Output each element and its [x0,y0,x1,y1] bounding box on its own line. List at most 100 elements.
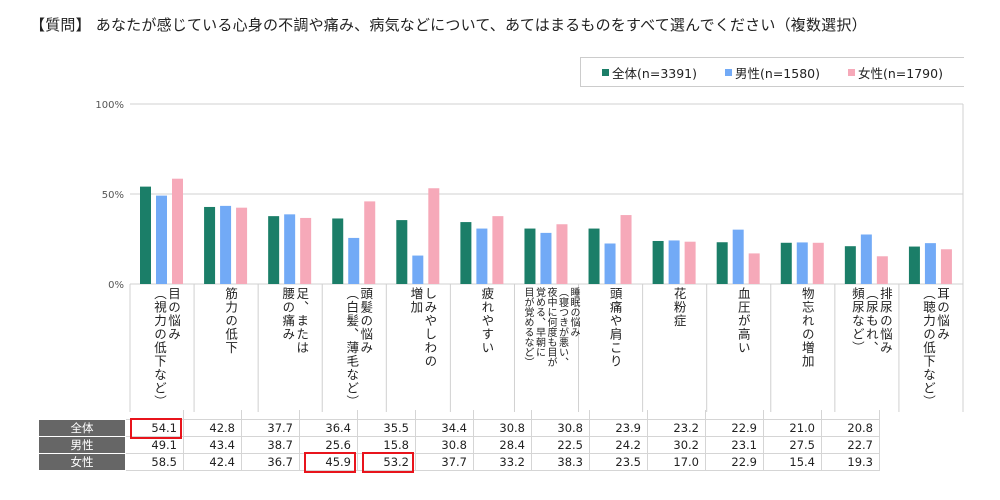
bar-男性-5 [476,228,488,284]
highlight-box [129,417,182,439]
category-label: しみやしわの 増加 [408,287,438,368]
row-header: 全体 [38,419,126,437]
table-cell: 24.2 [589,436,648,454]
bar-男性-6 [540,232,552,284]
table-cell: 19.3 [821,453,880,471]
bar-男性-4 [412,255,424,284]
category-label: 耳の悩み （聴力の低下など） [920,287,950,409]
legend-label: 全体(n=3391) [612,65,698,81]
data-table: 全体 54.1 42.8 37.7 36.4 35.5 34.4 30.8 30.8 23.9 23… [38,410,880,471]
bar-女性-4 [428,188,440,284]
bar-女性-1 [236,207,248,284]
bar-男性-2 [284,214,296,284]
table-cell: 30.8 [415,436,474,454]
bar-全体-3 [332,218,344,284]
table-cell: 21.0 [763,419,822,437]
legend-item: 男性(n=1580) [725,63,820,82]
bar-男性-11 [860,234,872,284]
legend-swatch [725,68,733,76]
table-cell: 49.1 [125,436,184,454]
legend-label: 男性(n=1580) [735,65,820,81]
bar-全体-12 [908,246,920,284]
table-cell: 27.5 [763,436,822,454]
bar-男性-9 [732,229,744,284]
bar-全体-7 [588,228,600,284]
category-label: 血圧が高い [735,287,751,355]
table-row: 男性 49.1 43.4 38.7 25.6 15.8 30.8 28.4 22.5 24.2 30… [38,436,880,454]
table-cell: 22.9 [705,453,764,471]
y-tick-label: 0% [108,280,124,291]
bar-女性-7 [620,215,632,284]
category-label: 睡眠の悩み （寝つきが悪い、 夜中に何度も目が 覚める、早朝に 目が覚めるなど） [522,287,579,367]
bar-女性-10 [812,242,824,284]
category-label: 物忘れの増加 [799,287,815,368]
table-cell: 23.1 [705,436,764,454]
category-label: 花粉症 [671,287,687,328]
bar-女性-2 [300,217,312,284]
bar-全体-4 [396,220,408,284]
category-label: 頭痛や肩こり [607,287,623,368]
table-cell: 43.4 [183,436,242,454]
category-label: 疲れやすい [479,287,495,355]
table-cell: 23.2 [647,419,706,437]
table-row: 全体 54.1 42.8 37.7 36.4 35.5 34.4 30.8 30.8 23.9 23… [38,419,880,437]
table-cell: 53.2 [357,453,416,471]
legend-item: 全体(n=3391) [602,63,697,82]
highlight-box [303,451,356,473]
table-cell: 23.5 [589,453,648,471]
table-cell: 30.8 [531,419,590,437]
bar-全体-11 [844,246,856,284]
bar-全体-1 [204,206,216,284]
y-tick-label: 100% [95,100,124,111]
table-cell: 36.7 [241,453,300,471]
row-header: 男性 [38,436,126,454]
bar-女性-9 [748,253,760,284]
bar-男性-1 [220,205,232,284]
table-cell: 42.8 [183,419,242,437]
table-cell: 36.4 [299,419,358,437]
category-label: 足、または 腰の痛み [280,287,310,355]
table-cell: 37.7 [415,453,474,471]
category-label: 頭髪の悩み （白髪、薄毛など） [344,287,374,409]
table-cell: 30.8 [473,419,532,437]
legend: 全体(n=3391) 男性(n=1580) 女性(n=1790) [580,57,964,87]
table-cell: 20.8 [821,419,880,437]
row-header: 女性 [38,453,126,471]
bar-全体-8 [652,240,664,284]
bar-chart: 0% 50% 100% [95,100,964,412]
legend-swatch [602,68,610,76]
category-label: 排尿の悩み （尿もれ、 頻尿など） [849,287,893,355]
bar-女性-3 [364,201,376,284]
legend-label: 女性(n=1790) [857,65,943,81]
table-cell: 22.9 [705,419,764,437]
bar-女性-12 [940,249,952,284]
table-cell: 35.5 [357,419,416,437]
legend-item: 女性(n=1790) [847,63,943,82]
highlight-box [361,451,414,473]
category-label: 目の悩み （視力の低下など） [152,287,182,409]
bar-全体-10 [780,242,792,284]
table-cell: 33.2 [473,453,532,471]
table-cell: 58.5 [125,453,184,471]
table-cell: 23.9 [589,419,648,437]
bar-男性-7 [604,243,616,284]
bar-男性-0 [156,195,167,284]
table-cell: 22.7 [821,436,880,454]
legend-swatch [847,68,855,76]
table-cell: 38.3 [531,453,590,471]
bar-男性-12 [924,243,936,284]
table-row: 女性 58.5 42.4 36.7 45.9 53.2 37.7 33.2 38.3 23.5 17… [38,453,880,471]
y-tick-label: 50% [102,190,124,201]
bar-全体-0 [140,186,151,284]
bar-男性-3 [348,237,360,284]
bar-全体-6 [524,228,536,284]
table-cell: 37.7 [241,419,300,437]
bar-女性-6 [556,224,568,284]
table-cell: 30.2 [647,436,706,454]
table-cell: 42.4 [183,453,242,471]
table-cell: 17.0 [647,453,706,471]
bar-全体-2 [268,216,280,284]
bar-女性-8 [684,241,696,284]
question-title: 【質問】 あなたが感じている心身の不調や痛み、病気などについて、あてはまるものを… [30,16,867,34]
table-cell: 34.4 [415,419,474,437]
